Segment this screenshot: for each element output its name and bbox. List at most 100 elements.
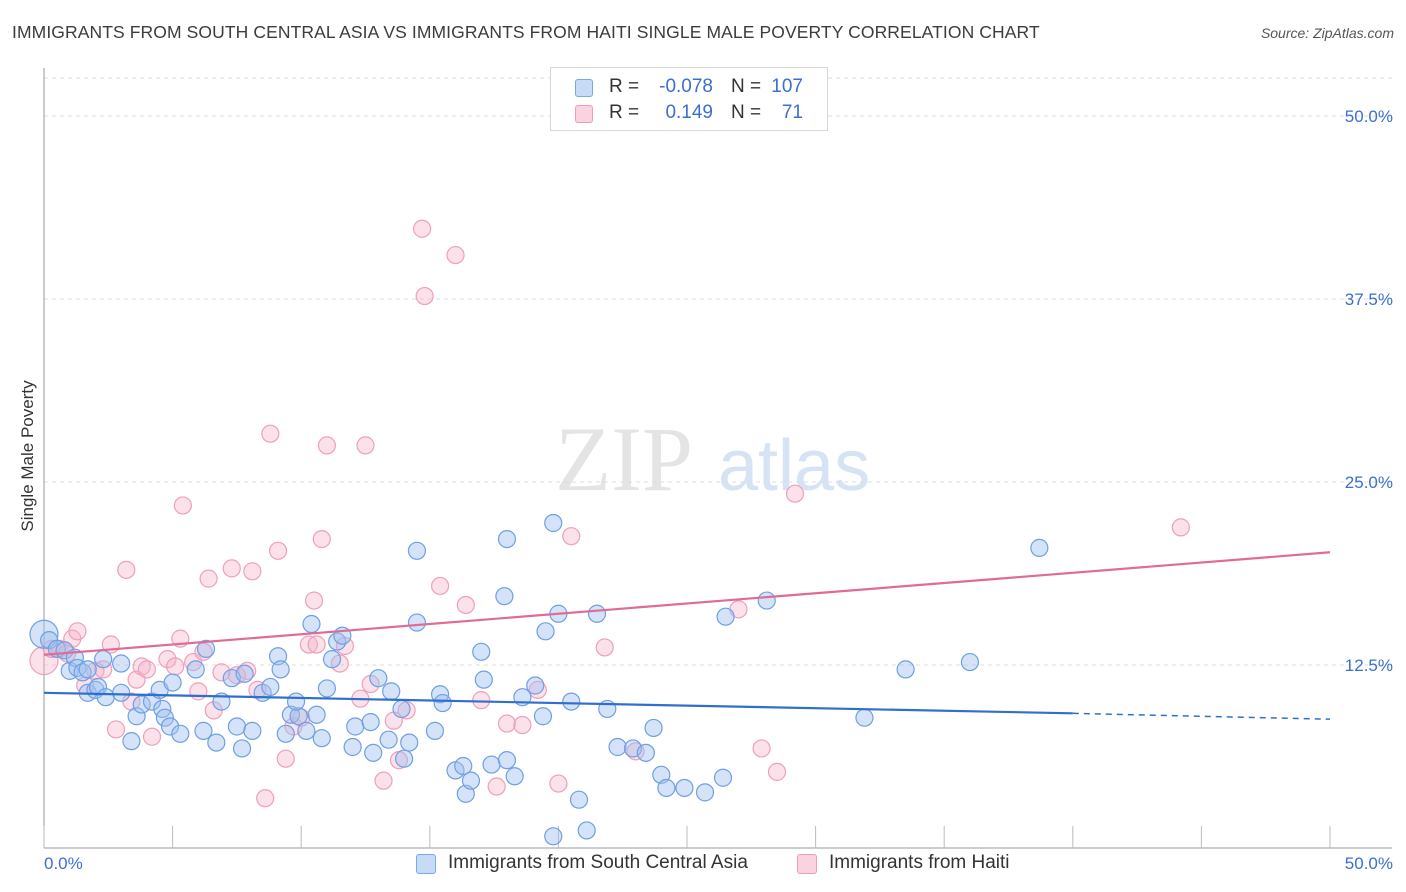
south-central-asia-point	[346, 717, 365, 736]
south-central-asia-point	[235, 664, 254, 683]
haiti-point	[227, 666, 246, 685]
south-central-asia-point	[261, 677, 280, 697]
haiti-point	[189, 682, 208, 701]
haiti-point	[132, 657, 151, 676]
haiti-point	[549, 774, 568, 793]
south-central-asia-point	[482, 755, 501, 774]
south-central-asia-point	[122, 732, 141, 751]
south-central-asia-point	[297, 721, 316, 740]
south-central-asia-point	[379, 730, 398, 749]
legend-n-label: N =	[731, 76, 762, 97]
y-tick-label: 50.0%	[1345, 107, 1393, 126]
haiti-point	[487, 777, 506, 796]
south-central-asia-point	[186, 660, 205, 679]
south-central-asia-point	[194, 721, 213, 740]
south-central-asia-point	[328, 632, 347, 651]
watermark: atlas	[718, 426, 870, 506]
south-central-asia-point	[425, 721, 445, 740]
south-central-asia-point	[644, 718, 663, 738]
south-central-asia-point	[433, 693, 452, 713]
haiti-point	[137, 660, 156, 679]
haiti-point	[268, 541, 288, 560]
south-central-asia-point	[207, 733, 226, 752]
south-central-asia-point	[461, 771, 481, 790]
legend-swatch-pink	[575, 105, 593, 123]
chart-title: IMMIGRANTS FROM SOUTH CENTRAL ASIA VS IM…	[12, 22, 1040, 42]
haiti-point	[456, 595, 475, 615]
haiti-point	[142, 727, 162, 746]
south-central-asia-point	[657, 778, 676, 798]
haiti-point	[304, 591, 324, 610]
haiti-point	[412, 219, 432, 238]
haiti-point	[299, 635, 319, 654]
y-tick-label: 12.5%	[1345, 656, 1393, 675]
south-central-asia-point	[94, 650, 113, 669]
haiti-point	[472, 691, 491, 710]
x-tick-label: 0.0%	[44, 854, 83, 873]
south-central-asia-point	[163, 673, 182, 692]
south-central-asia-point	[243, 721, 262, 740]
south-central-asia-point	[88, 677, 108, 697]
haiti-point	[767, 762, 787, 781]
haiti-point	[261, 424, 280, 443]
south-central-asia-point	[1030, 538, 1049, 557]
haiti-point	[276, 749, 295, 768]
haiti-point	[317, 436, 337, 455]
south-central-asia-point	[960, 652, 980, 672]
south-central-asia-point	[307, 705, 326, 724]
haiti-point	[199, 569, 218, 588]
y-tick-label: 25.0%	[1345, 473, 1393, 492]
legend-row-south-central-asia: R = -0.078 N = 107	[551, 75, 827, 101]
haiti-point	[562, 527, 581, 546]
south-central-asia-point	[227, 717, 246, 736]
south-central-asia-point	[544, 513, 563, 533]
south-central-asia-point	[286, 692, 306, 711]
south-central-asia-point	[155, 708, 174, 727]
haiti-point	[430, 576, 450, 596]
south-central-asia-point	[96, 688, 115, 707]
south-central-asia-point	[322, 650, 342, 669]
south-central-asia-trendline	[43, 691, 1073, 715]
haiti-point	[374, 771, 393, 790]
south-central-asia-point	[73, 663, 92, 682]
south-central-asia-point	[608, 737, 627, 757]
haiti-point	[117, 560, 136, 579]
haiti-point	[158, 650, 177, 669]
south-central-asia-point	[112, 683, 131, 702]
south-central-asia-point	[127, 707, 146, 726]
haiti-point	[513, 715, 532, 735]
south-central-asia-point	[569, 790, 589, 809]
south-central-asia-point	[382, 682, 401, 701]
south-central-asia-point	[713, 768, 733, 787]
south-central-asia-point	[526, 676, 545, 695]
south-central-asia-point	[472, 642, 491, 661]
south-central-asia-point	[312, 729, 331, 748]
bottom-legend-swatch-pink	[797, 854, 817, 874]
legend-r-value: -0.078	[659, 76, 713, 97]
south-central-asia-point	[392, 699, 411, 719]
legend-r-label: R =	[609, 76, 640, 97]
haiti-point	[68, 622, 87, 641]
south-central-asia-point	[369, 669, 388, 688]
bottom-legend-swatch-blue	[416, 854, 436, 874]
south-central-asia-point	[317, 679, 337, 698]
haiti-point	[222, 559, 241, 578]
south-central-asia-point	[587, 604, 607, 623]
south-central-asia-point	[289, 707, 308, 726]
haiti-point	[212, 663, 231, 682]
south-central-asia-point	[394, 749, 414, 768]
haiti-point	[356, 436, 375, 455]
south-central-asia-point	[544, 827, 563, 846]
south-central-asia-point	[407, 613, 427, 632]
south-central-asia-point	[171, 724, 190, 743]
legend-row-haiti: R = 0.149 N = 71	[551, 101, 827, 127]
correlation-legend: R = -0.078 N = 107 R = 0.149 N = 71	[550, 67, 828, 131]
haiti-point	[243, 562, 262, 581]
haiti-point	[415, 286, 434, 306]
south-central-asia-point	[302, 614, 321, 634]
south-central-asia-point	[536, 622, 555, 641]
south-central-asia-point	[160, 717, 180, 736]
south-central-asia-point	[271, 660, 290, 679]
haiti-point	[256, 789, 275, 808]
